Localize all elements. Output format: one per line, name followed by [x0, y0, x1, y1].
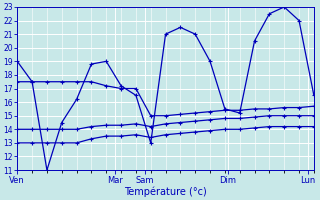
X-axis label: Température (°c): Température (°c): [124, 186, 207, 197]
